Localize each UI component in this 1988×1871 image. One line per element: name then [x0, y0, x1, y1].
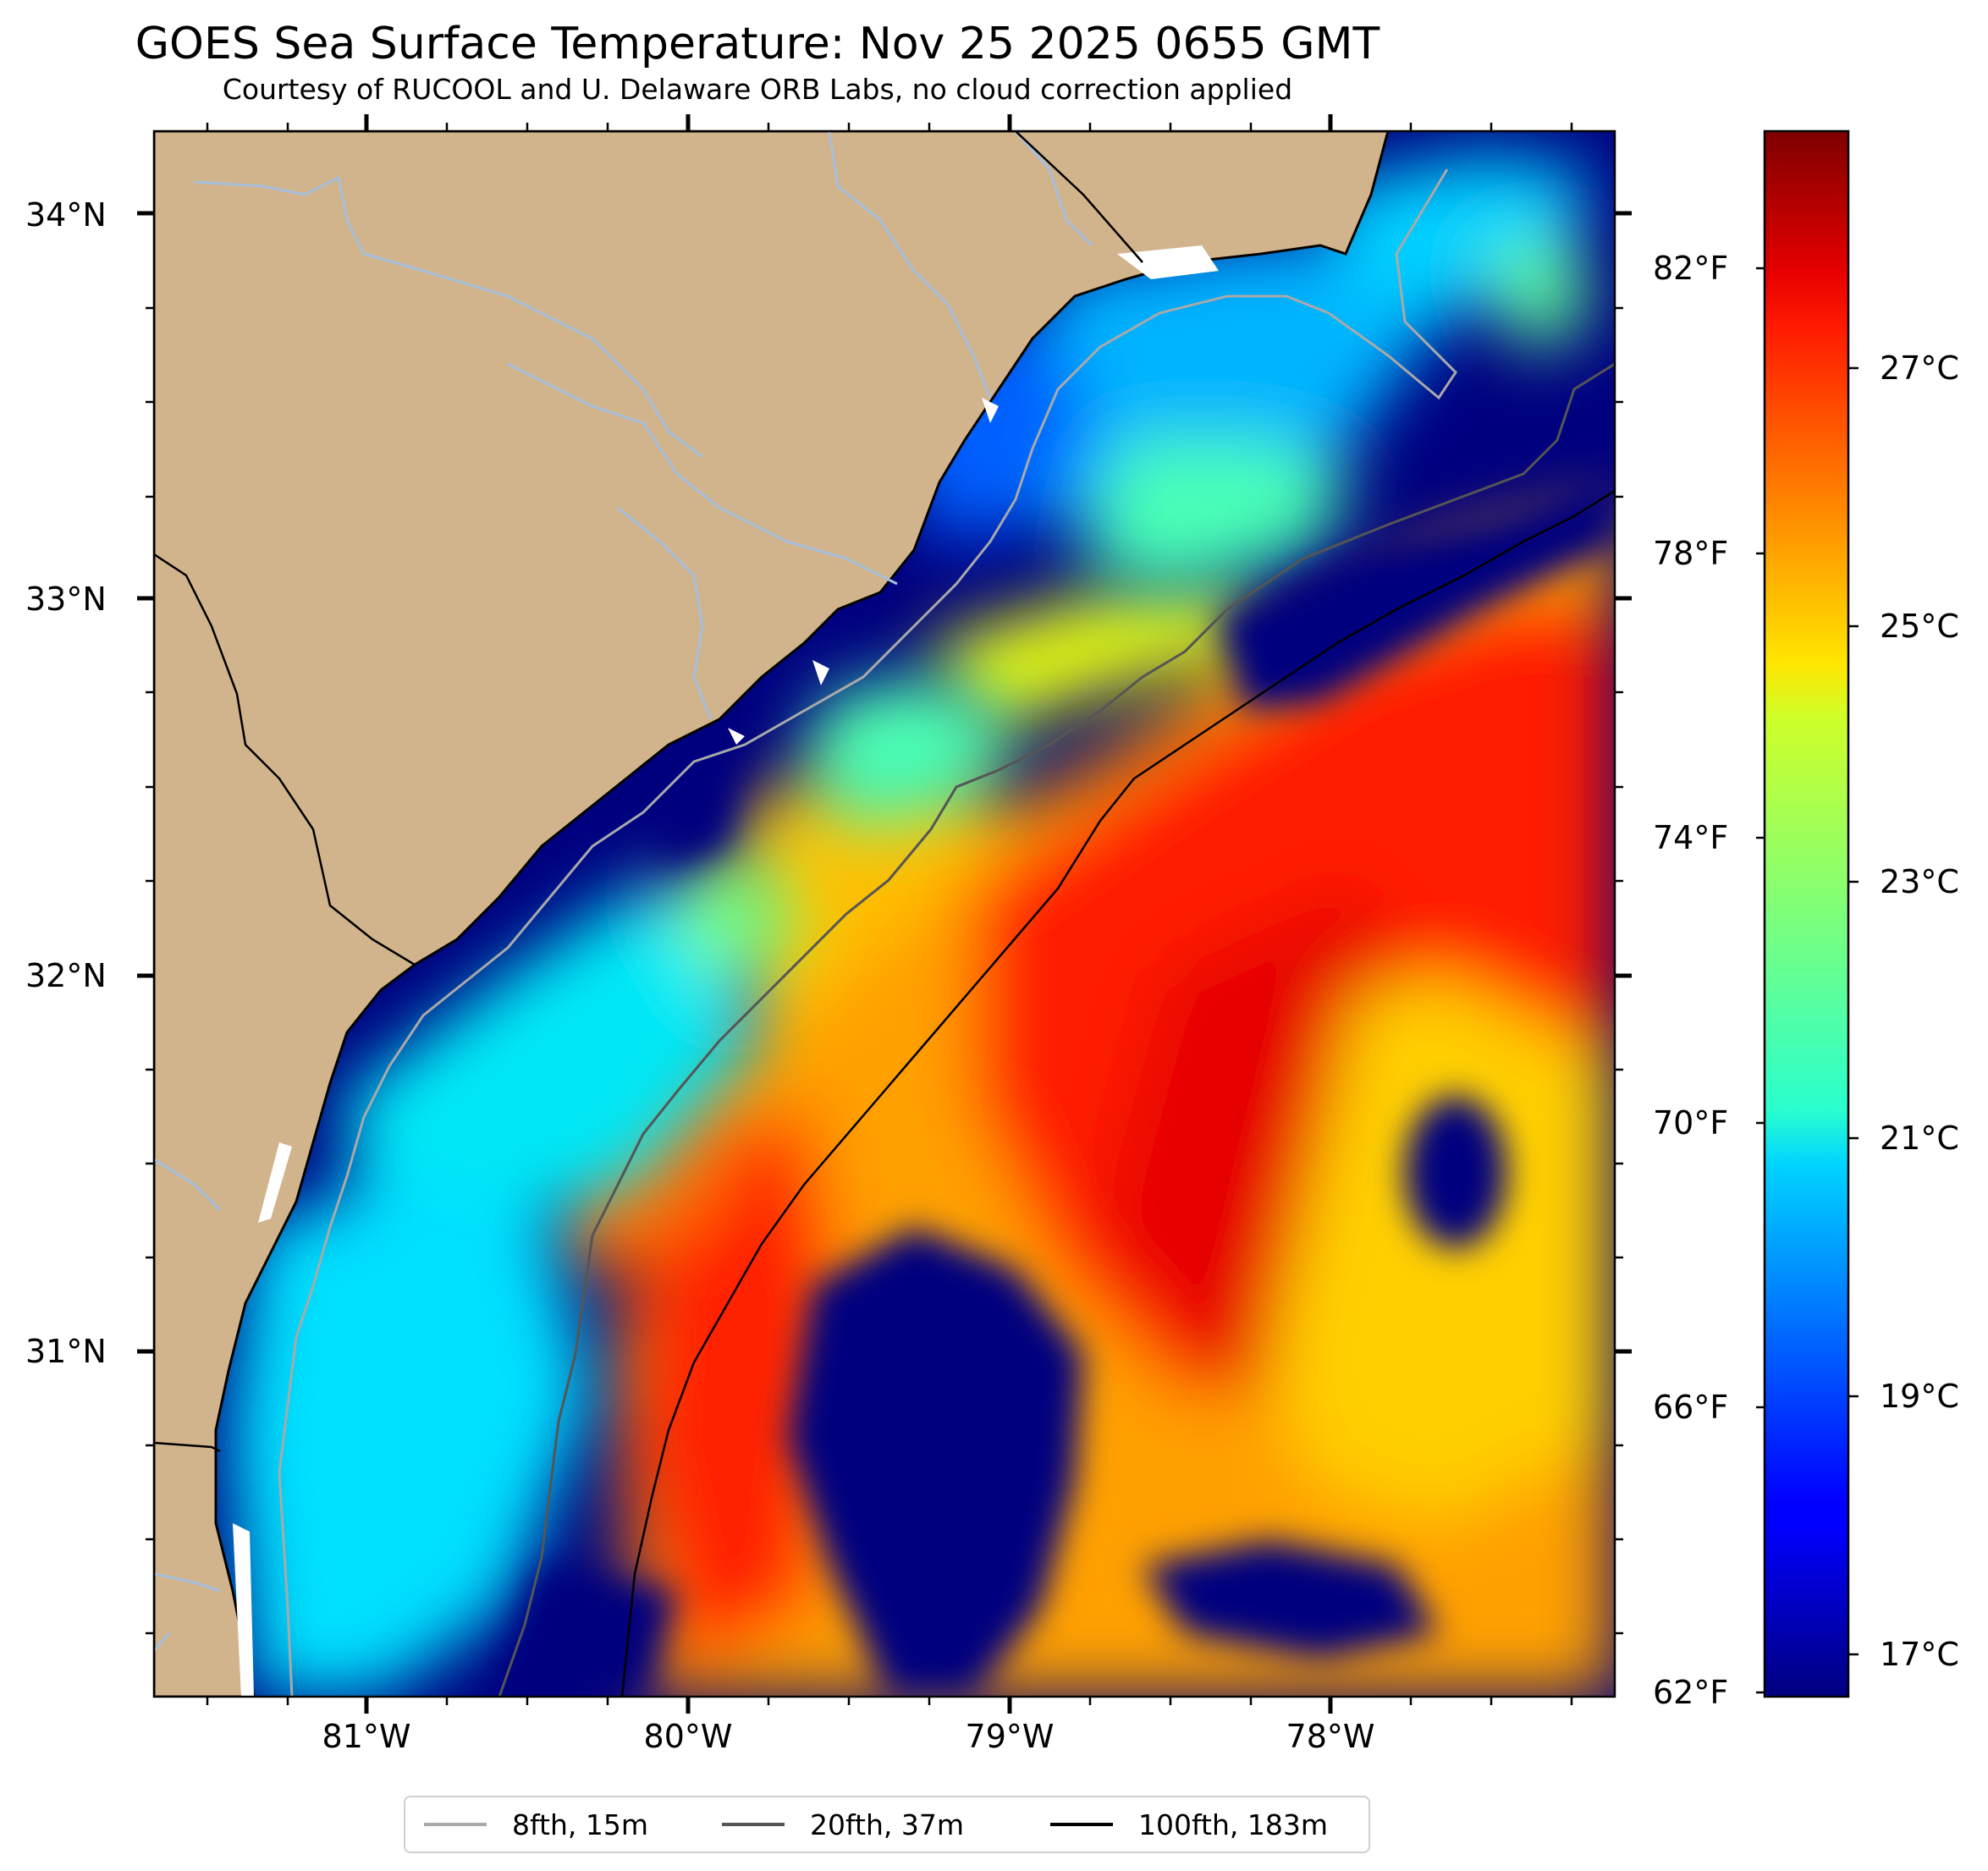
legend-line-100fth [1050, 1823, 1113, 1826]
colorbar-label-23c: 23°C [1880, 863, 1959, 900]
legend-label-20fth: 20fth, 37m [810, 1808, 964, 1841]
sst-field [229, 152, 1615, 1697]
legend-line-20fth [722, 1823, 785, 1826]
colorbar-label-78f: 78°F [1653, 535, 1729, 572]
legend-label-100fth: 100fth, 183m [1138, 1808, 1328, 1841]
lat-label-32n: 32°N [25, 957, 107, 994]
lon-label-78w: 78°W [1286, 1718, 1375, 1755]
rivers [154, 131, 1093, 1652]
colorbar-label-25c: 25°C [1880, 608, 1959, 645]
lat-label-31n: 31°N [25, 1333, 107, 1370]
colorbar-ticks [1756, 267, 1859, 1694]
no-data-areas [233, 245, 1219, 1697]
lon-label-79w: 79°W [965, 1718, 1055, 1755]
colorbar-label-62f: 62°F [1653, 1674, 1729, 1711]
colorbar-label-74f: 74°F [1653, 819, 1729, 856]
chart-subtitle: Courtesy of RUCOOL and U. Delaware ORB L… [222, 73, 1293, 106]
colorbar-label-70f: 70°F [1653, 1104, 1729, 1142]
legend-label-8fth: 8fth, 15m [512, 1808, 649, 1841]
colorbar-label-17c: 17°C [1880, 1636, 1959, 1673]
colorbar-label-21c: 21°C [1880, 1120, 1959, 1157]
isobath-legend: 8fth, 15m 20fth, 37m 100fth, 183m [404, 1796, 1370, 1853]
lat-label-34n: 34°N [25, 196, 107, 234]
legend-item-20fth: 20fth, 37m [722, 1797, 964, 1852]
chart-title: GOES Sea Surface Temperature: Nov 25 202… [135, 19, 1380, 69]
isobaths [278, 168, 1615, 1697]
legend-item-8fth: 8fth, 15m [424, 1797, 648, 1852]
colorbar-label-19c: 19°C [1880, 1378, 1959, 1415]
colorbar-label-82f: 82°F [1653, 250, 1729, 287]
lon-label-80w: 80°W [643, 1718, 733, 1755]
colorbar-label-66f: 66°F [1653, 1389, 1729, 1426]
axis-ticks [137, 114, 1632, 1714]
legend-line-8fth [424, 1823, 487, 1826]
lon-label-81w: 81°W [322, 1718, 411, 1755]
lat-label-33n: 33°N [25, 581, 107, 618]
map-frame [152, 129, 1616, 1698]
colorbar [1763, 129, 1850, 1698]
state-borders [154, 131, 1143, 1453]
colorbar-label-27c: 27°C [1880, 349, 1959, 387]
legend-item-100fth: 100fth, 183m [1050, 1797, 1328, 1852]
